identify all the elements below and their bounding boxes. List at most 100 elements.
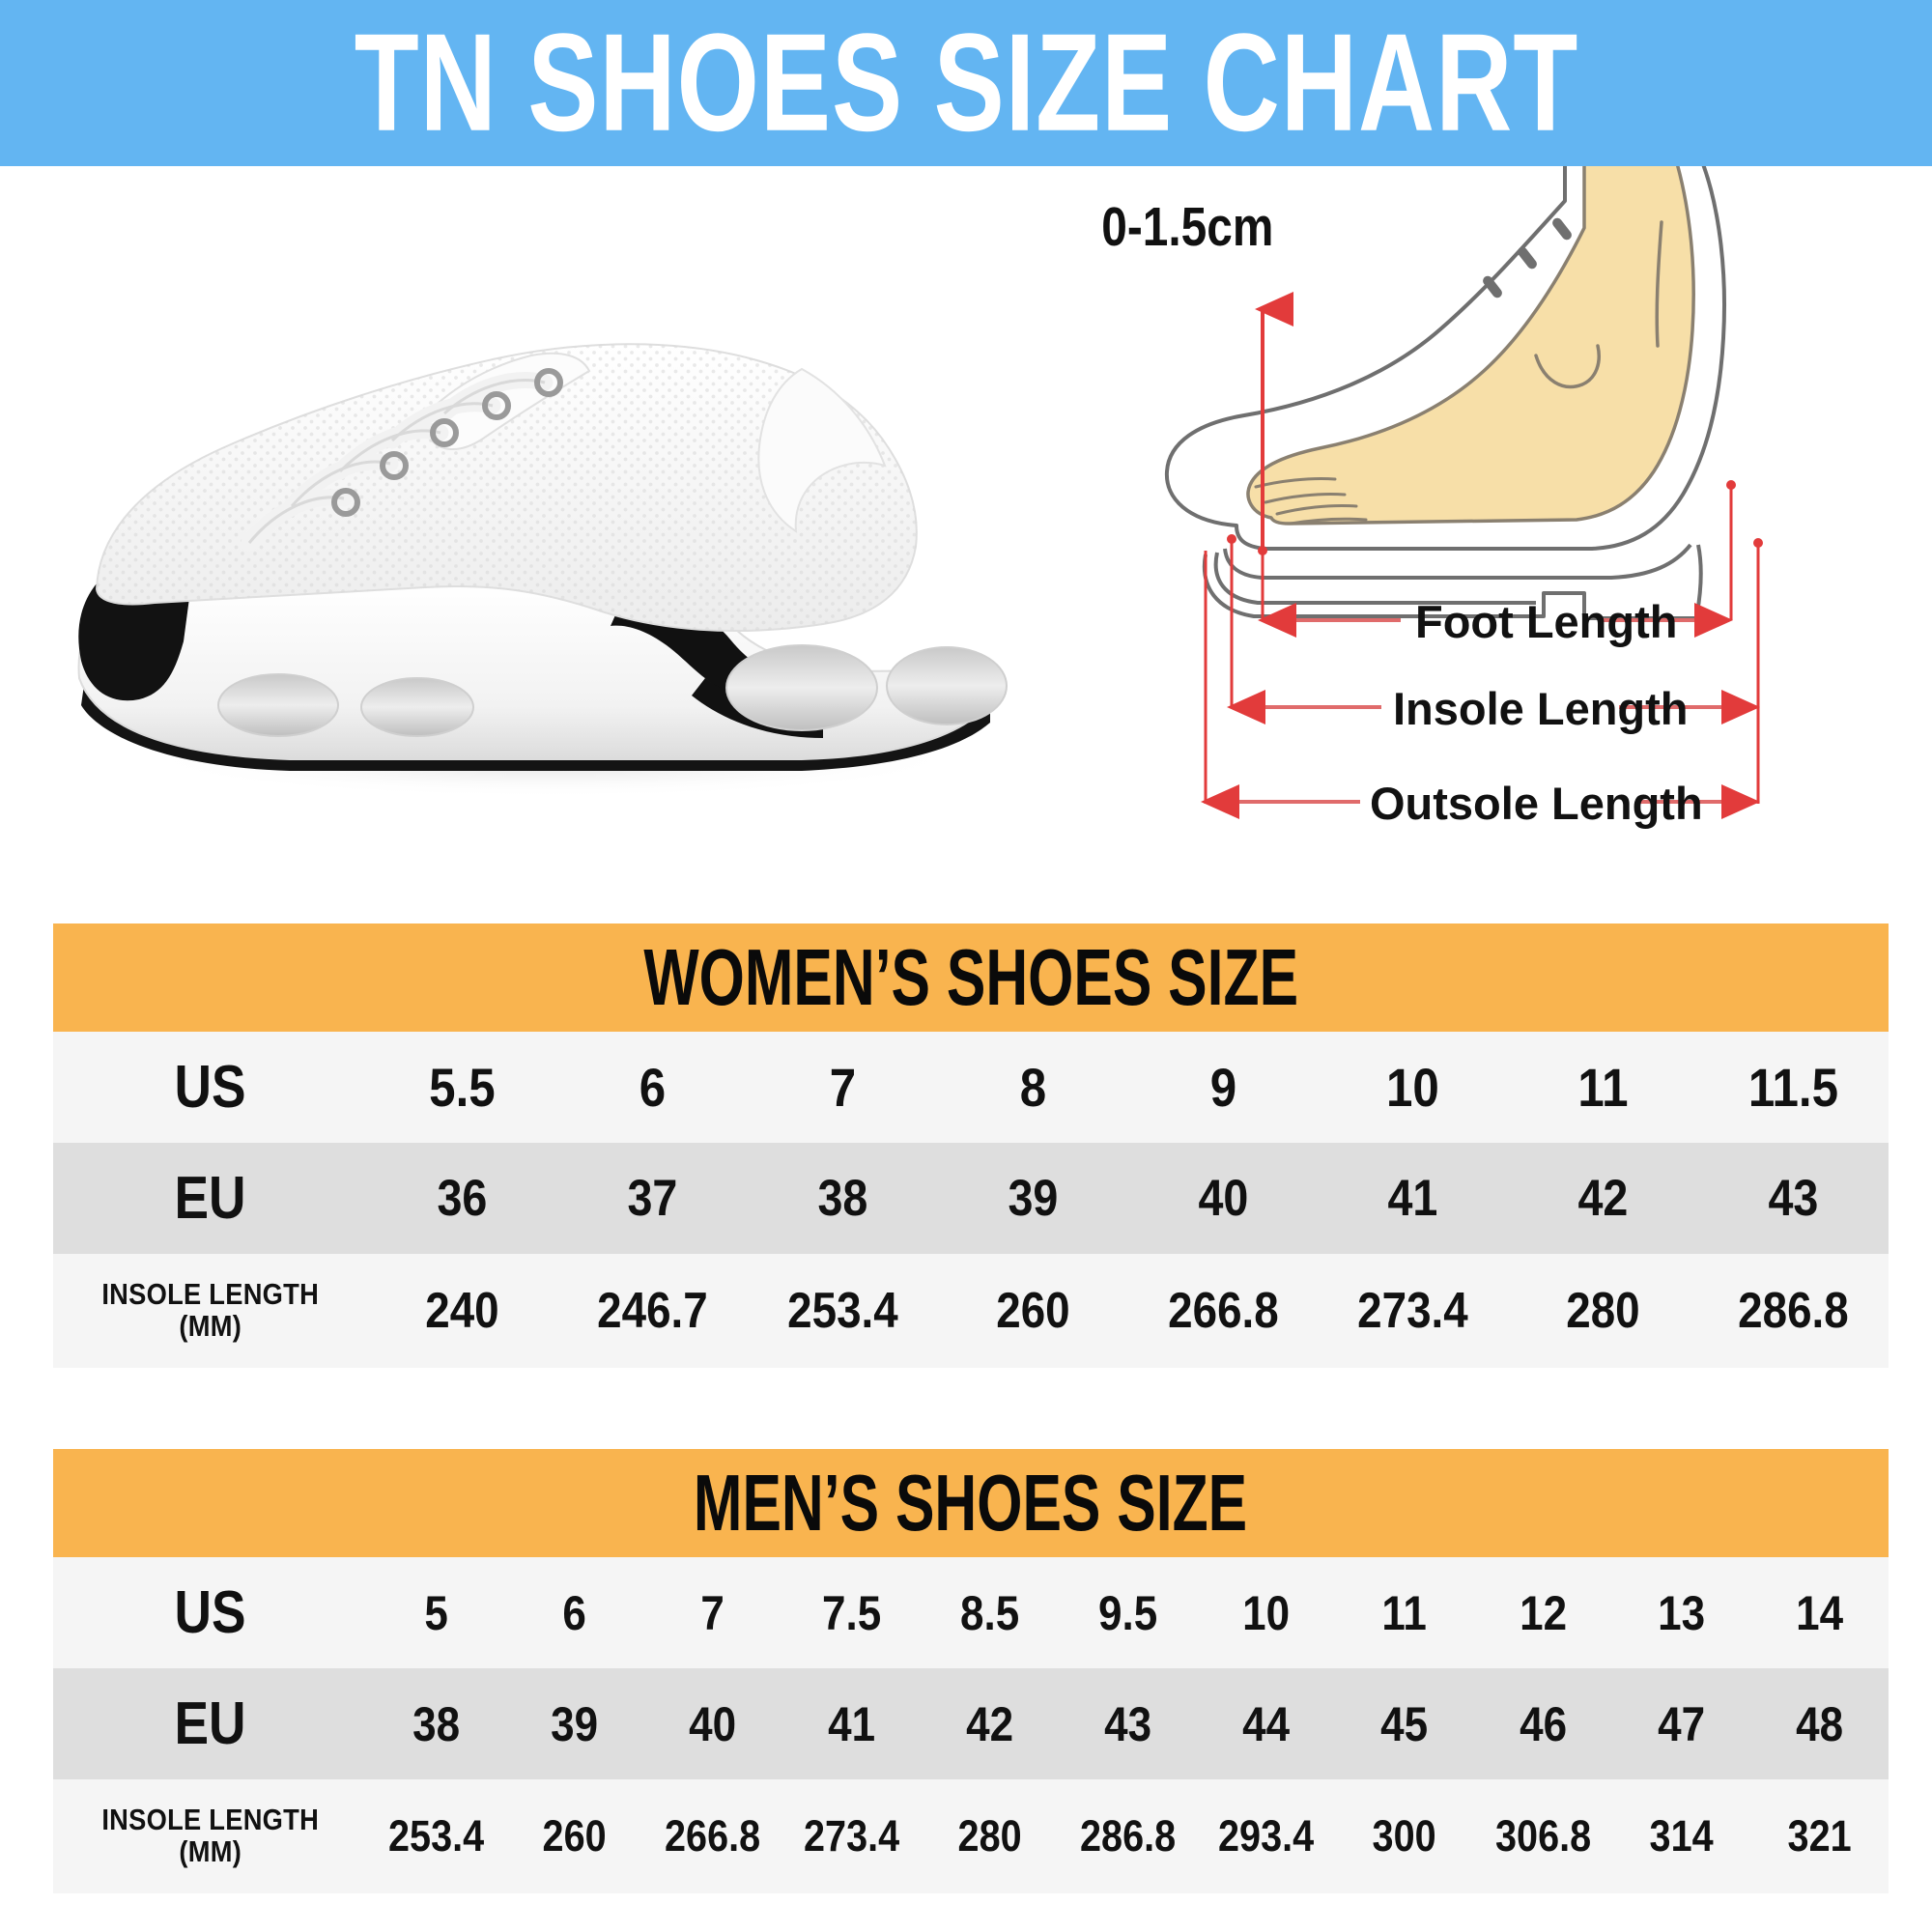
row-label-us: US (174, 1578, 246, 1646)
foot-skin (1246, 166, 1695, 526)
cell: 36 (437, 1170, 488, 1227)
cell: 39 (551, 1696, 599, 1751)
mens-table-title: MEN’S SHOES SIZE (694, 1457, 1248, 1548)
cell: 7 (700, 1585, 725, 1640)
womens-table-title: WOMEN’S SHOES SIZE (643, 931, 1298, 1022)
womens-table-header: WOMEN’S SHOES SIZE (53, 923, 1889, 1032)
foot-measurement-diagram: 0-1.5cm Foot Length Insole Length (1082, 166, 1932, 881)
cell: 286.8 (1079, 1811, 1177, 1861)
cell: 9 (1209, 1057, 1236, 1118)
heel-anchor-2 (1753, 538, 1763, 548)
heel-anchor (1726, 480, 1736, 490)
row-label-insole-unit: (MM) (179, 1834, 242, 1868)
cell: 40 (1197, 1170, 1248, 1227)
shoe-heel-collar (757, 367, 887, 533)
cell: 7.5 (821, 1585, 881, 1640)
cell: 37 (627, 1170, 678, 1227)
outsole-outline (1202, 544, 1703, 620)
table-row: INSOLE LENGTH (MM) 253.4 260 266.8 273.4… (53, 1779, 1889, 1893)
toe-gap-label: 0-1.5cm (1101, 198, 1273, 258)
table-row: EU 38 39 40 41 42 43 44 45 46 47 48 (53, 1668, 1889, 1779)
cell: 44 (1242, 1696, 1291, 1751)
cell: 43 (1104, 1696, 1152, 1751)
foot-length-label: Foot Length (1415, 596, 1677, 647)
cell: 41 (1387, 1170, 1438, 1227)
cell: 300 (1372, 1811, 1436, 1861)
outsole-inner-line (1213, 552, 1536, 605)
row-cells-us: 5 6 7 7.5 8.5 9.5 10 11 12 13 14 (367, 1557, 1889, 1668)
cell: 6 (562, 1585, 587, 1640)
cell: 260 (995, 1283, 1070, 1339)
cell: 10 (1242, 1585, 1291, 1640)
cell: 266.8 (1167, 1283, 1279, 1339)
cell: 240 (425, 1283, 499, 1339)
row-label-eu: EU (174, 1164, 246, 1232)
ankle-bone (1534, 344, 1601, 389)
cell: 39 (1008, 1170, 1058, 1227)
table-row: INSOLE LENGTH (MM) 240 246.7 253.4 260 2… (53, 1254, 1889, 1368)
hero-section: 0-1.5cm Foot Length Insole Length (0, 166, 1932, 900)
cell: 273.4 (1357, 1283, 1469, 1339)
cell: 314 (1649, 1811, 1714, 1861)
achilles-line (1655, 220, 1663, 348)
cell: 38 (412, 1696, 461, 1751)
row-cells-eu: 38 39 40 41 42 43 44 45 46 47 48 (367, 1668, 1889, 1779)
insole-length-label: Insole Length (1393, 683, 1689, 734)
cell: 273.4 (803, 1811, 899, 1861)
mens-table-header: MEN’S SHOES SIZE (53, 1449, 1889, 1557)
cell: 42 (1577, 1170, 1629, 1227)
cell: 8.5 (959, 1585, 1019, 1640)
row-label-insole-length: INSOLE LENGTH (MM) (53, 1779, 367, 1893)
row-cells-insole: 253.4 260 266.8 273.4 280 286.8 293.4 30… (367, 1779, 1889, 1893)
table-row: US 5.5 6 7 8 9 10 11 11.5 (53, 1032, 1889, 1143)
foot-toes (1254, 476, 1368, 526)
cell: 5 (424, 1585, 448, 1640)
cell: 280 (957, 1811, 1022, 1861)
cell: 7 (829, 1057, 856, 1118)
cell: 41 (827, 1696, 875, 1751)
cell: 47 (1657, 1696, 1705, 1751)
row-cells-insole: 240 246.7 253.4 260 266.8 273.4 280 286.… (367, 1254, 1889, 1368)
air-bubble (725, 644, 878, 731)
cell: 11 (1577, 1057, 1629, 1118)
cell: 11 (1381, 1585, 1428, 1640)
lace-hooks (1483, 217, 1572, 298)
cell: 12 (1519, 1585, 1567, 1640)
row-label-insole-main: INSOLE LENGTH (101, 1277, 319, 1312)
page-title: TN SHOES SIZE CHART (354, 5, 1578, 161)
womens-size-table: WOMEN’S SHOES SIZE US 5.5 6 7 8 9 10 11 … (53, 923, 1889, 1368)
air-bubble (886, 646, 1008, 725)
row-label-insole-main: INSOLE LENGTH (101, 1803, 319, 1837)
air-bubble (217, 673, 339, 737)
cell: 11.5 (1747, 1057, 1839, 1118)
cell: 6 (639, 1057, 667, 1118)
mens-size-table: MEN’S SHOES SIZE US 5 6 7 7.5 8.5 9.5 10… (53, 1449, 1889, 1893)
row-label-eu: EU (174, 1690, 246, 1757)
header-banner: TN SHOES SIZE CHART (0, 0, 1932, 166)
shoe-photo (39, 224, 1063, 823)
cell: 14 (1795, 1585, 1843, 1640)
table-row: US 5 6 7 7.5 8.5 9.5 10 11 12 13 14 (53, 1557, 1889, 1668)
air-bubble (360, 677, 474, 737)
row-cells-eu: 36 37 38 39 40 41 42 43 (367, 1143, 1889, 1254)
cell: 40 (689, 1696, 737, 1751)
cell: 46 (1519, 1696, 1567, 1751)
outsole-length-label: Outsole Length (1370, 778, 1703, 829)
cell: 48 (1795, 1696, 1843, 1751)
shoe-eyelets (331, 368, 563, 517)
cell: 38 (817, 1170, 868, 1227)
cell: 10 (1386, 1057, 1440, 1118)
cell: 42 (965, 1696, 1013, 1751)
cell: 286.8 (1738, 1283, 1849, 1339)
row-label-us: US (174, 1053, 246, 1121)
cell: 260 (542, 1811, 607, 1861)
cell: 8 (1019, 1057, 1046, 1118)
dimension-extension-lines (1204, 485, 1760, 804)
row-cells-us: 5.5 6 7 8 9 10 11 11.5 (367, 1032, 1889, 1143)
row-label-insole-length: INSOLE LENGTH (MM) (53, 1254, 367, 1368)
cell: 45 (1380, 1696, 1429, 1751)
cell: 9.5 (1097, 1585, 1158, 1640)
cell: 293.4 (1218, 1811, 1315, 1861)
cell: 266.8 (665, 1811, 761, 1861)
row-label-insole-unit: (MM) (179, 1309, 242, 1343)
